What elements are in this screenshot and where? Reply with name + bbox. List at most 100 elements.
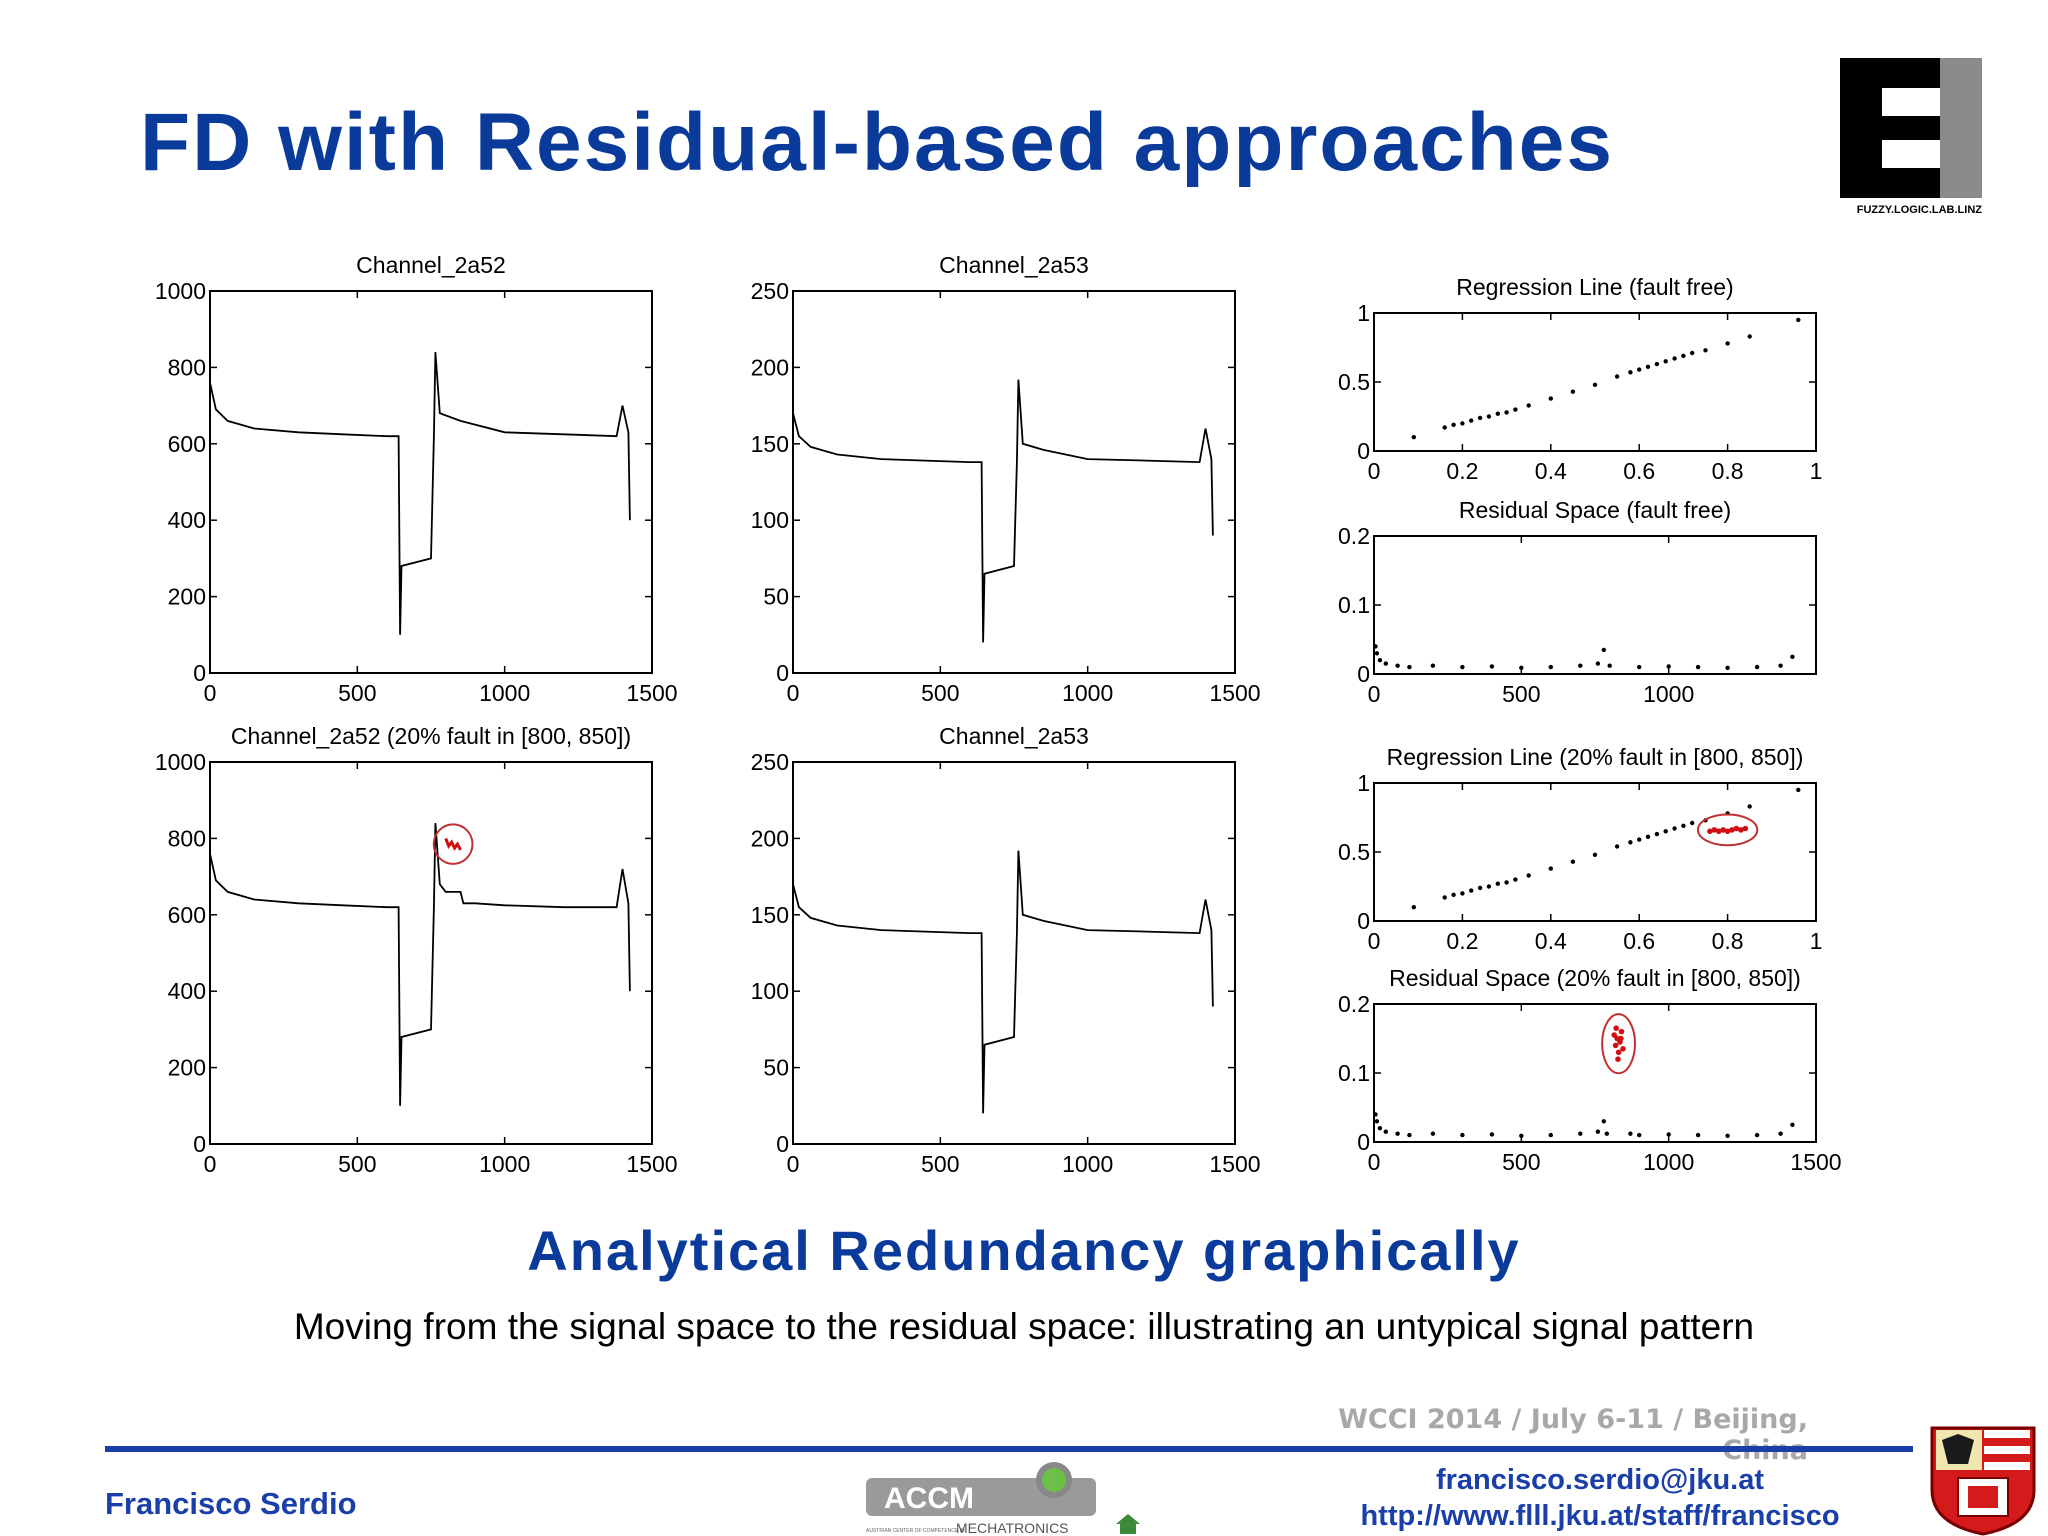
- signal-line: [792, 379, 1214, 643]
- y-tick-label: 1: [1357, 300, 1370, 326]
- x-tick-label: 0.4: [1535, 928, 1567, 954]
- data-point: [1607, 663, 1612, 668]
- data-point: [1663, 359, 1668, 364]
- data-point: [1778, 663, 1783, 668]
- accm-logo-small-text: AUSTRIAN CENTER OF COMPETENCE IN: [866, 1528, 965, 1534]
- data-point: [1595, 661, 1601, 666]
- data-point: [1601, 1119, 1607, 1124]
- chart-title: Residual Space (20% fault in [800, 850]): [1389, 965, 1801, 991]
- data-point: [1645, 834, 1651, 839]
- x-tick-label: 0: [787, 1151, 800, 1177]
- data-point: [1383, 1129, 1389, 1134]
- plot-frame: [1373, 312, 1817, 452]
- signal-line: [792, 850, 1214, 1114]
- fault-data-point: [1613, 1025, 1619, 1031]
- x-tick-label: 0: [1368, 928, 1381, 954]
- data-point: [1513, 407, 1518, 412]
- x-tick-label: 1: [1810, 458, 1823, 484]
- y-tick-label: 50: [763, 1055, 789, 1081]
- data-point: [1407, 664, 1412, 670]
- chart-title: Residual Space (fault free): [1459, 497, 1731, 523]
- x-tick-label: 500: [1502, 1149, 1540, 1175]
- data-point: [1460, 891, 1465, 896]
- y-tick-label: 200: [751, 825, 789, 851]
- data-point: [1790, 1122, 1795, 1128]
- fault-data-point: [1612, 1042, 1619, 1049]
- x-tick-label: 1500: [626, 1151, 677, 1177]
- data-point: [1796, 787, 1801, 793]
- data-point: [1595, 1129, 1601, 1134]
- fault-data-point: [1729, 827, 1735, 833]
- slide-subtitle: Analytical Redundancy graphically: [527, 1219, 1521, 1282]
- data-point: [1637, 367, 1642, 372]
- data-point: [1666, 664, 1671, 669]
- author-url: http://www.flll.jku.at/staff/francisco: [1360, 1500, 1840, 1532]
- y-tick-label: 0: [776, 1131, 789, 1157]
- x-tick-label: 1500: [1209, 1151, 1260, 1177]
- data-point: [1374, 1119, 1380, 1124]
- data-point: [1548, 664, 1554, 670]
- data-point: [1395, 1131, 1400, 1136]
- fault-data-point: [1615, 1049, 1622, 1056]
- data-point: [1377, 658, 1383, 663]
- signal-line: [209, 352, 631, 635]
- x-tick-label: 0: [204, 680, 217, 706]
- y-tick-label: 0.1: [1338, 592, 1370, 618]
- chart-res_ff: Residual Space (fault free) 0 0.1 0.2 0 500 10…: [1338, 497, 1817, 707]
- data-point: [1519, 1133, 1524, 1139]
- data-point: [1548, 396, 1554, 401]
- x-tick-label: 1500: [1209, 680, 1260, 706]
- x-tick-label: 1500: [626, 680, 677, 706]
- data-point: [1469, 418, 1474, 423]
- y-tick-label: 0: [193, 1131, 206, 1157]
- chart-ch52: Channel_2a52 0 200 400 600 800 1000 0 500 1000 150…: [155, 252, 678, 706]
- data-point: [1681, 353, 1686, 358]
- chart-title: Channel_2a53: [939, 252, 1089, 278]
- x-tick-label: 0: [1368, 1149, 1381, 1175]
- x-tick-label: 1000: [1062, 680, 1113, 706]
- data-point: [1578, 663, 1583, 668]
- data-point: [1489, 664, 1495, 669]
- data-point: [1654, 361, 1660, 367]
- x-tick-label: 500: [338, 680, 376, 706]
- slide-caption: Moving from the signal space to the resi…: [293, 1306, 1755, 1347]
- x-tick-label: 0.8: [1712, 928, 1744, 954]
- data-point: [1451, 422, 1456, 427]
- x-tick-label: 1000: [479, 680, 530, 706]
- data-point: [1654, 831, 1660, 837]
- data-point: [1495, 411, 1501, 416]
- data-point: [1495, 881, 1501, 886]
- data-point: [1672, 356, 1677, 361]
- data-point: [1637, 1132, 1642, 1138]
- data-point: [1526, 403, 1531, 408]
- data-point: [1513, 877, 1518, 882]
- fault-data-point: [1720, 827, 1726, 833]
- y-tick-label: 200: [168, 1055, 206, 1081]
- chart-title: Channel_2a52 (20% fault in [800, 850]): [231, 723, 631, 749]
- y-tick-label: 0: [193, 660, 206, 686]
- data-point: [1695, 1132, 1701, 1138]
- fault-data-point: [1618, 1028, 1625, 1035]
- fault-data-point: [1620, 1046, 1626, 1052]
- university-crest-icon: [1930, 1426, 2036, 1536]
- author-email: francisco.serdio@jku.at: [1435, 1464, 1765, 1496]
- fault-data-point: [1733, 825, 1740, 832]
- data-point: [1477, 415, 1483, 421]
- chart-ch52_fault: Channel_2a52 (20% fault in [800, 850]) 0 2…: [155, 723, 678, 1177]
- x-tick-label: 1000: [1643, 681, 1694, 707]
- y-tick-label: 200: [168, 584, 206, 610]
- data-point: [1695, 664, 1701, 670]
- data-point: [1460, 421, 1465, 426]
- plot-frame: [209, 290, 653, 674]
- x-tick-label: 1000: [479, 1151, 530, 1177]
- data-point: [1747, 334, 1752, 339]
- data-point: [1486, 884, 1492, 889]
- y-tick-label: 0: [776, 660, 789, 686]
- accm-logo: ACCM AUSTRIAN CENTER OF COMPETENCE IN ME…: [866, 1462, 1140, 1536]
- data-point: [1548, 866, 1554, 871]
- fault-data-point: [1618, 1035, 1624, 1042]
- chart-ch53_b: Channel_2a53 0 50 100 150 200 250 0 500 1000 1500: [751, 723, 1261, 1177]
- data-point: [1519, 665, 1524, 670]
- chart-ch53: Channel_2a53 0 50 100 150 200 250 0 500 1000 1500: [751, 252, 1261, 706]
